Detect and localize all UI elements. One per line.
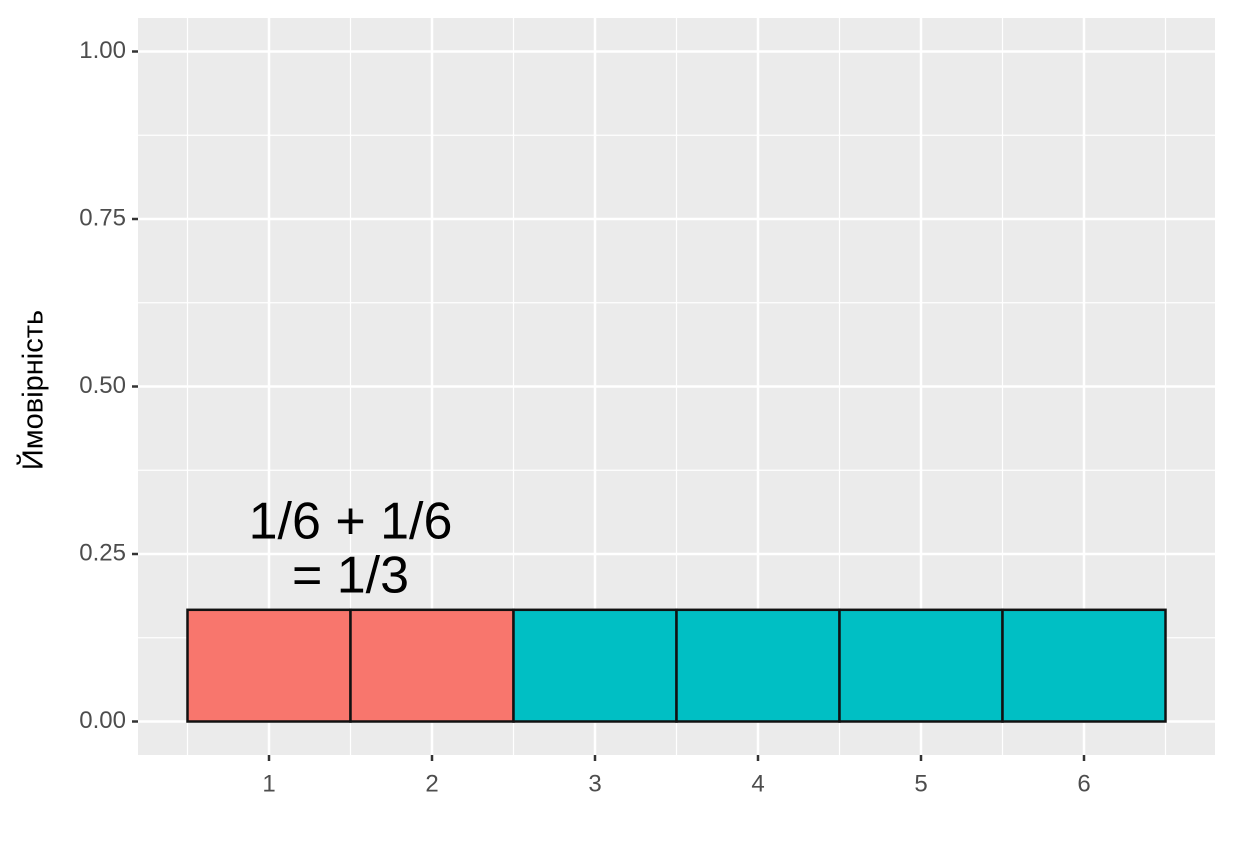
y-tick-label: 0.50 — [79, 372, 126, 399]
bar — [349, 608, 515, 723]
annotation: 1/6 + 1/6 — [249, 493, 453, 551]
annotation: = 1/3 — [292, 547, 409, 605]
y-tick-label: 0.00 — [79, 707, 126, 734]
x-tick-label: 4 — [751, 770, 764, 797]
x-tick-label: 3 — [588, 770, 601, 797]
bar — [512, 608, 678, 723]
x-tick-label: 1 — [262, 770, 275, 797]
bar — [186, 608, 352, 723]
bar — [838, 608, 1004, 723]
y-axis-title: Ймовірність — [16, 310, 50, 470]
x-tick-label: 2 — [425, 770, 438, 797]
bar — [1001, 608, 1167, 723]
y-tick-label: 0.75 — [79, 204, 126, 231]
y-tick-label: 0.25 — [79, 539, 126, 566]
x-tick-label: 5 — [914, 770, 927, 797]
x-tick-label: 6 — [1077, 770, 1090, 797]
bar — [675, 608, 841, 723]
y-tick-label: 1.00 — [79, 37, 126, 64]
